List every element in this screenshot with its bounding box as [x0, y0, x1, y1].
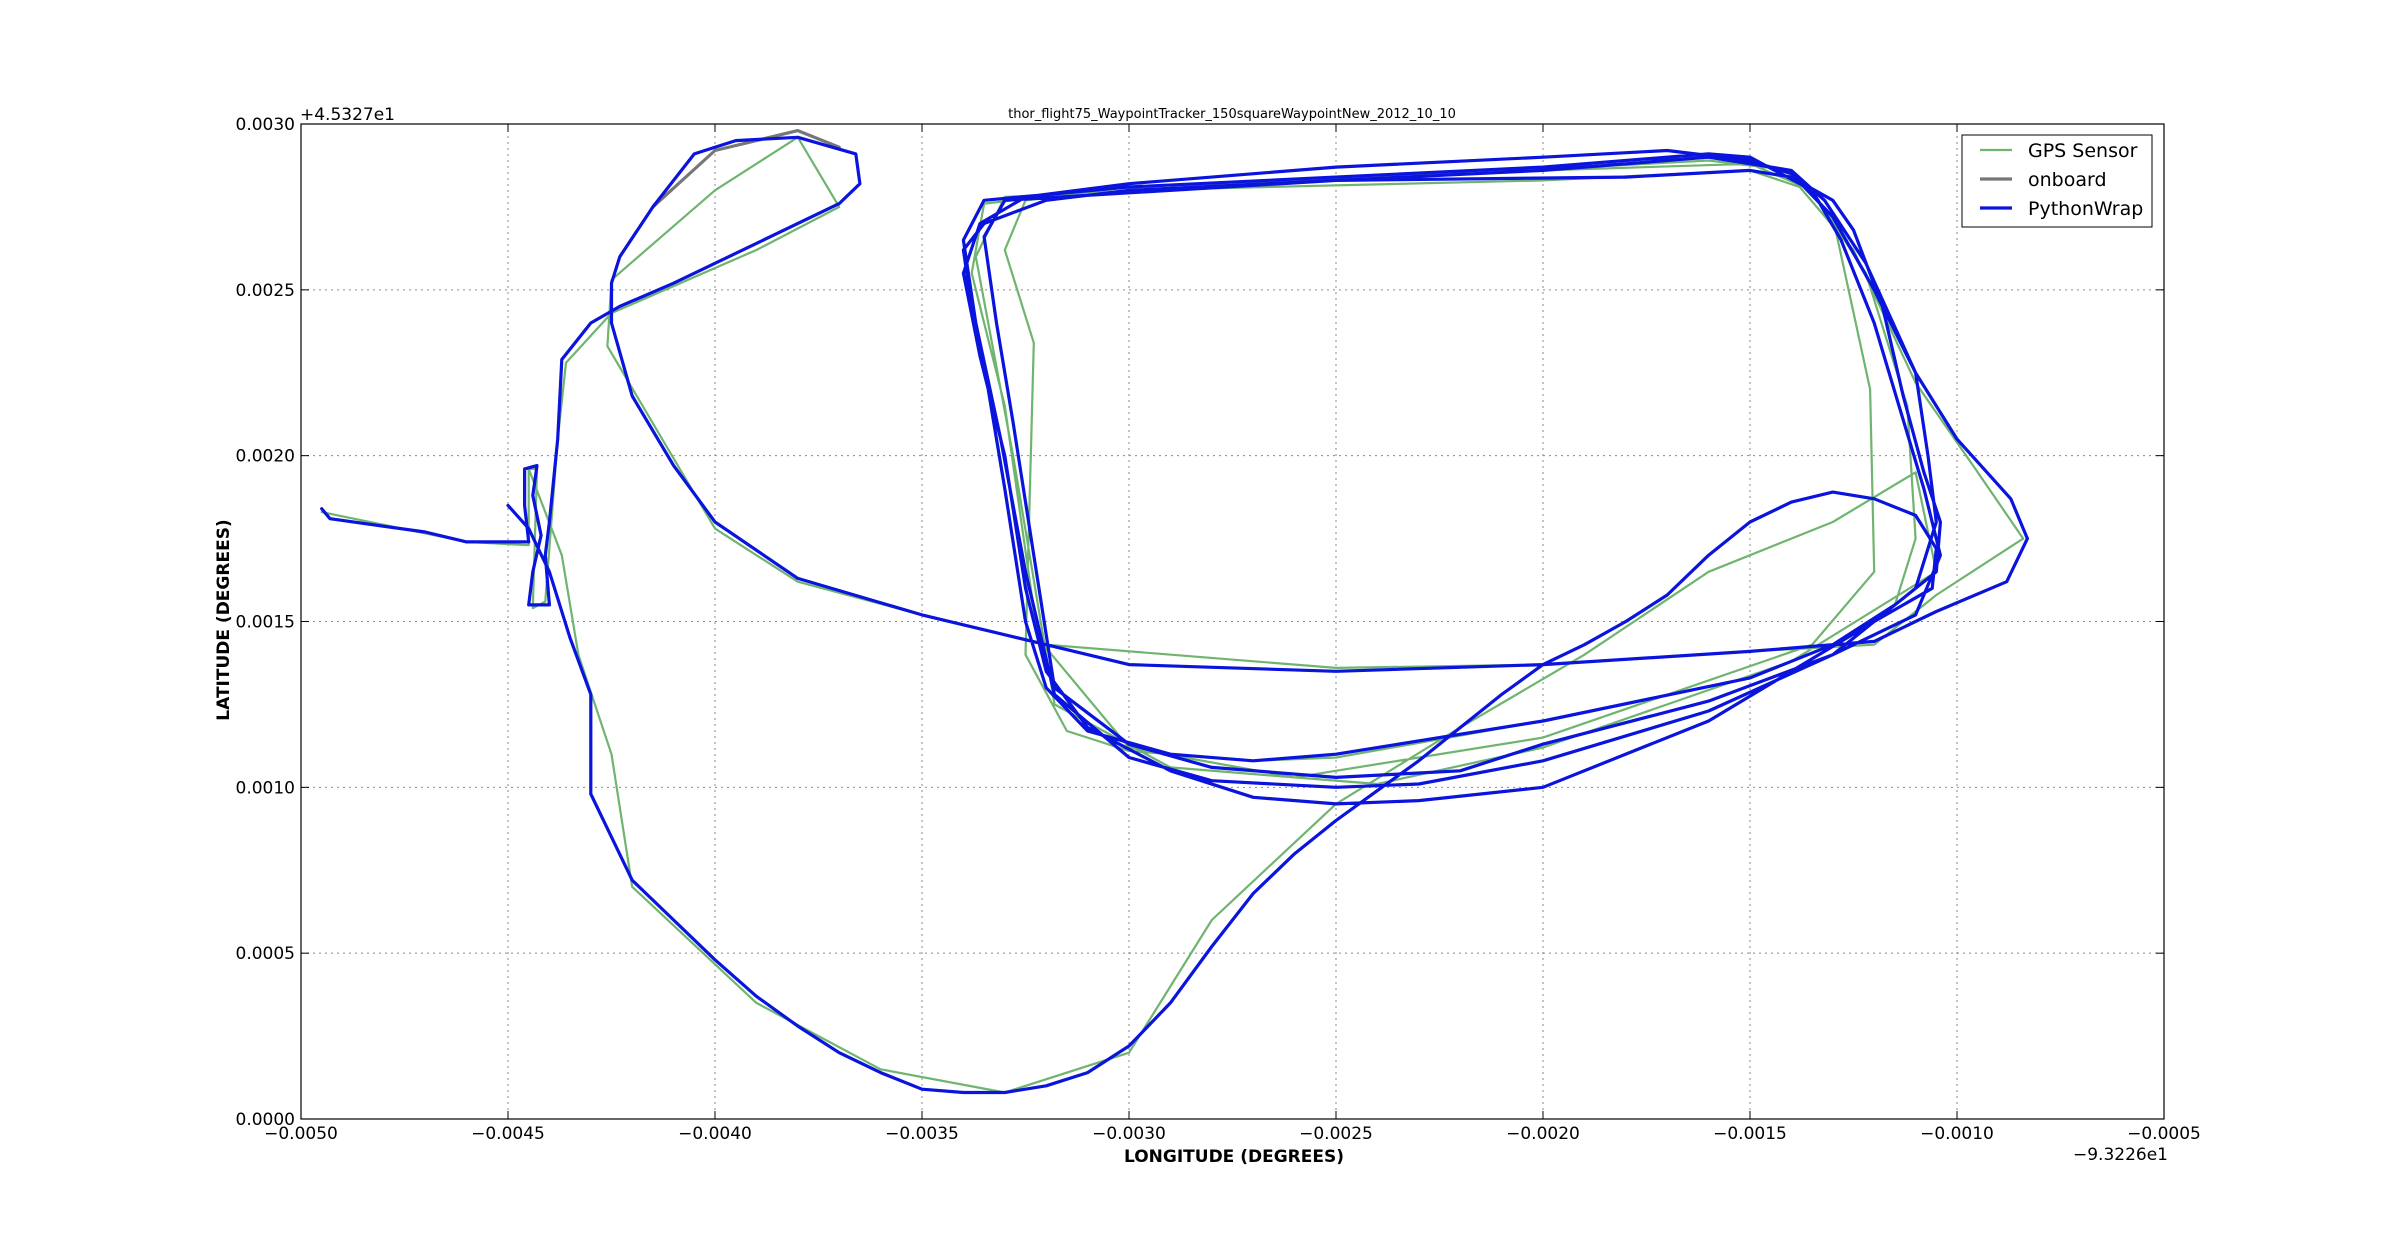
- y-tick-label: 0.0025: [236, 281, 295, 301]
- legend-label-onboard: onboard: [2028, 169, 2107, 191]
- y-tick-label: 0.0005: [236, 944, 295, 964]
- y-tick-label: 0.0015: [236, 613, 295, 633]
- x-tick-label: −0.0040: [678, 1124, 752, 1144]
- y-offset-text: +4.5327e1: [300, 105, 395, 125]
- chart-title: thor_flight75_WaypointTracker_150squareW…: [1008, 107, 1456, 122]
- y-axis-label: LATITUDE (DEGREES): [214, 519, 234, 720]
- y-tick-label: 0.0000: [236, 1110, 295, 1130]
- legend-label-gps-sensor: GPS Sensor: [2028, 140, 2138, 162]
- series-lines: [320, 129, 2029, 1095]
- x-tick-label: −0.0005: [2127, 1124, 2201, 1144]
- x-tick-label: −0.0045: [471, 1124, 545, 1144]
- x-tick-label: −0.0015: [1713, 1124, 1787, 1144]
- y-tick-label: 0.0010: [236, 778, 295, 798]
- x-tick-label: −0.0025: [1299, 1124, 1373, 1144]
- y-tick-label: 0.0020: [236, 447, 295, 467]
- series-line-gps-sensor: [320, 136, 2025, 1094]
- x-tick-label: −0.0030: [1092, 1124, 1166, 1144]
- x-tick-label: −0.0050: [264, 1124, 338, 1144]
- x-offset-text: −9.3226e1: [2073, 1145, 2168, 1165]
- x-tick-label: −0.0020: [1506, 1124, 1580, 1144]
- x-axis-label: LONGITUDE (DEGREES): [1124, 1147, 1344, 1167]
- grid-lines: [300, 123, 2165, 1120]
- series-line-pythonwrap: [320, 135, 2029, 1095]
- legend: GPS Sensor onboard PythonWrap: [1961, 134, 2153, 228]
- legend-label-pythonwrap: PythonWrap: [2028, 198, 2143, 220]
- axis-ticks: −0.0050 −0.0045 −0.0040 −0.0035 −0.0030 −0.00…: [236, 115, 2201, 1144]
- x-tick-label: −0.0010: [1920, 1124, 1994, 1144]
- x-tick-label: −0.0035: [885, 1124, 959, 1144]
- y-tick-label: 0.0030: [236, 115, 295, 135]
